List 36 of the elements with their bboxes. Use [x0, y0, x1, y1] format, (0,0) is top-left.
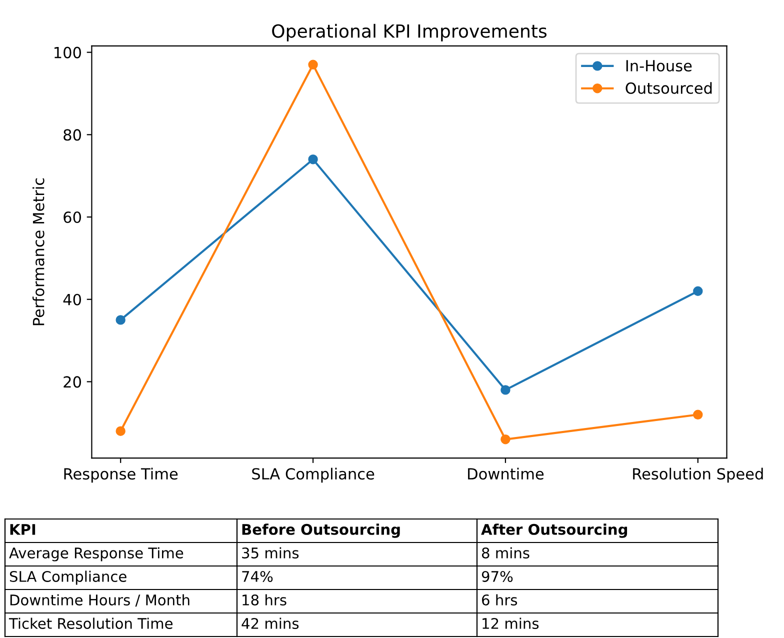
text: 74%	[242, 570, 273, 582]
point	[116, 315, 126, 325]
point	[500, 385, 510, 395]
y-axis-title: Performance Metric	[32, 178, 44, 326]
text: 35 mins	[242, 547, 299, 558]
text: After Outsourcing	[481, 524, 628, 538]
text: 18 hrs	[242, 594, 286, 606]
y-tick-label: 100	[54, 46, 81, 58]
text: Before Outsourcing	[242, 524, 400, 538]
legend-label: In-House	[626, 60, 692, 72]
legend-label: Outsourced	[626, 82, 712, 94]
point	[308, 154, 318, 164]
y-tick-label: 60	[64, 211, 81, 224]
x-tick-label: Downtime	[468, 468, 544, 480]
y-tick-label: 20	[64, 376, 81, 388]
x-tick-label: Resolution Speed	[633, 468, 763, 483]
point	[116, 426, 126, 436]
text: KPI	[10, 524, 36, 535]
text: Downtime Hours / Month	[10, 594, 190, 607]
point	[693, 410, 703, 420]
y-tick-label: 80	[64, 129, 81, 141]
text: 6 hrs	[482, 594, 518, 606]
text: Ticket Resolution Time	[8, 618, 173, 629]
text: 8 mins	[482, 547, 530, 558]
point	[308, 60, 318, 70]
text: SLA Compliance	[10, 570, 126, 585]
text: 42 mins	[242, 618, 299, 629]
point	[500, 434, 510, 444]
text: 97%	[482, 570, 513, 582]
x-tick-label: SLA Compliance	[252, 468, 374, 483]
chart-title: Operational KPI Improvements	[272, 24, 547, 42]
point	[693, 286, 703, 296]
y-tick-label: 40	[63, 294, 81, 306]
text: 12 mins	[482, 618, 539, 629]
text: Average Response Time	[9, 547, 184, 562]
x-tick-label: Response Time	[64, 468, 178, 483]
